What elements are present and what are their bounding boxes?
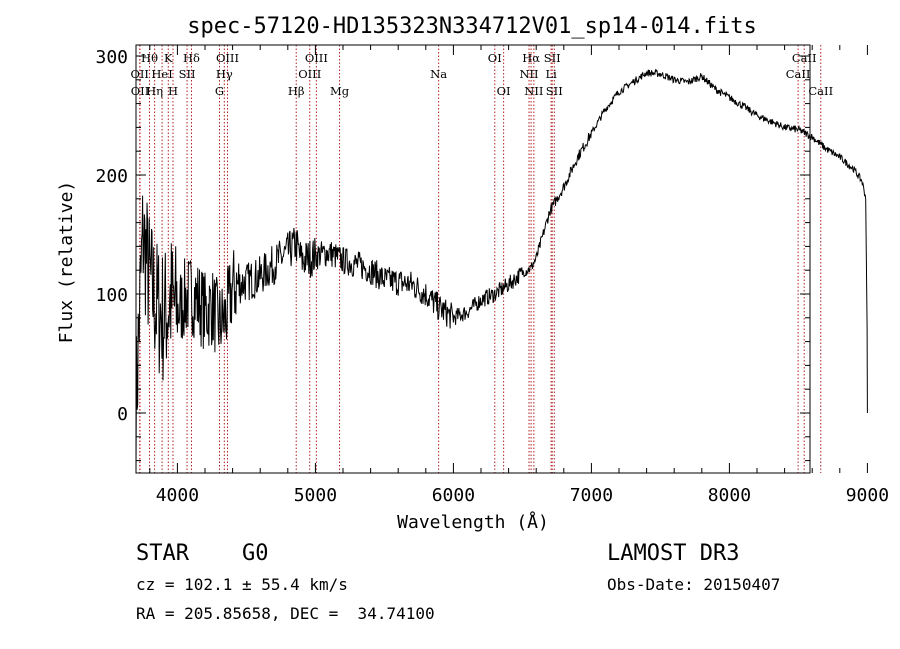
spectral-line-label: Hγ [216, 67, 233, 81]
spectral-line-labels: Hθ K Hδ OIII OIII OI Hα SII CaII OII HeI SII Hγ OIII N… [130, 51, 833, 98]
x-axis-ticks: 4000 5000 6000 7000 8000 9000 [149, 45, 889, 506]
spectral-line-label: HeI [151, 67, 172, 81]
spectral-line-label: OIII [298, 67, 321, 81]
spectral-line-label: NII [519, 67, 538, 81]
chart-title: spec-57120-HD135323N334712V01_sp14-014.f… [187, 14, 757, 39]
x-tick-label: 5000 [294, 485, 337, 506]
spectral-line-label: NII [524, 84, 543, 98]
spectral-line-label: OIII [305, 51, 328, 65]
y-tick-label: 300 [95, 47, 128, 68]
spectral-line-label: H [168, 84, 178, 98]
x-tick-label: 7000 [570, 485, 613, 506]
x-tick-label: 8000 [708, 485, 751, 506]
flux-series-line [135, 68, 868, 471]
spectral-line-label: OI [497, 84, 511, 98]
x-tick-label: 9000 [846, 485, 889, 506]
spectral-line-label: K [164, 51, 173, 65]
survey-name: LAMOST DR3 [607, 541, 739, 566]
spectral-line-label: G [215, 84, 224, 98]
y-tick-label: 0 [117, 404, 128, 425]
coordinates: RA = 205.85658, DEC = 34.74100 [136, 604, 435, 623]
spectral-line-label: SII [179, 67, 196, 81]
spectral-line-label: OI [488, 51, 502, 65]
spectral-line-label: OII [131, 84, 150, 98]
spectral-line-label: CaII [786, 67, 811, 81]
observation-date: Obs-Date: 20150407 [607, 575, 780, 594]
object-class: STAR [136, 541, 190, 566]
plot-frame [135, 44, 811, 474]
spectral-line-label: Hα [522, 51, 540, 65]
spectral-line-label: SII [546, 84, 563, 98]
spectral-line-label: Li [545, 67, 557, 81]
spectral-line-label: OII [130, 67, 149, 81]
spectral-line-markers [139, 45, 822, 473]
y-axis-ticks: 0 100 200 300 [95, 47, 810, 462]
spectral-line-label: Mg [330, 84, 350, 98]
y-tick-label: 200 [95, 166, 128, 187]
spectral-line-label: CaII [792, 51, 817, 65]
spectral-line-label: Na [430, 67, 447, 81]
redshift-cz: cz = 102.1 ± 55.4 km/s [136, 575, 348, 594]
spectral-line-label: Hδ [183, 51, 200, 65]
x-axis-label: Wavelength (Å) [397, 511, 549, 533]
spectral-line-label: OIII [216, 51, 239, 65]
spectral-line-label: CaII [808, 84, 833, 98]
y-tick-label: 100 [95, 285, 128, 306]
spectral-line-label: Hβ [288, 84, 305, 98]
spectral-line-label: Hη [146, 84, 163, 98]
x-tick-label: 4000 [156, 485, 199, 506]
y-axis-label: Flux (relative) [56, 181, 77, 344]
spectral-line-label: SII [544, 51, 561, 65]
object-subclass: G0 [242, 541, 269, 566]
spectral-line-label: Hθ [141, 51, 158, 65]
x-tick-label: 6000 [432, 485, 475, 506]
